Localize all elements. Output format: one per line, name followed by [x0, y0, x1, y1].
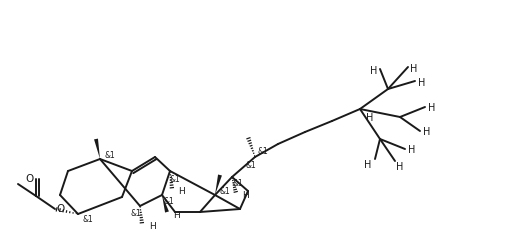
- Text: H: H: [408, 144, 416, 154]
- Text: H: H: [243, 191, 250, 200]
- Text: H: H: [174, 210, 181, 219]
- Text: H: H: [429, 103, 436, 113]
- Text: H: H: [423, 127, 431, 137]
- Text: H: H: [370, 66, 378, 76]
- Polygon shape: [162, 195, 169, 213]
- Polygon shape: [94, 139, 100, 159]
- Text: &1: &1: [246, 161, 256, 170]
- Text: &1: &1: [131, 209, 141, 218]
- Text: H: H: [178, 187, 185, 196]
- Text: H: H: [364, 159, 372, 169]
- Polygon shape: [215, 175, 222, 195]
- Text: H: H: [396, 161, 404, 171]
- Text: &1: &1: [258, 147, 268, 156]
- Text: &1: &1: [83, 215, 93, 224]
- Text: H: H: [418, 78, 426, 88]
- Text: &1: &1: [220, 187, 230, 196]
- Text: H: H: [366, 113, 374, 122]
- Text: &1: &1: [233, 179, 243, 188]
- Text: H: H: [410, 64, 418, 74]
- Text: &1: &1: [169, 175, 181, 184]
- Text: H: H: [149, 222, 156, 231]
- Text: O: O: [25, 173, 33, 183]
- Text: &1: &1: [164, 197, 174, 206]
- Text: &1: &1: [105, 151, 115, 160]
- Text: O: O: [56, 203, 64, 213]
